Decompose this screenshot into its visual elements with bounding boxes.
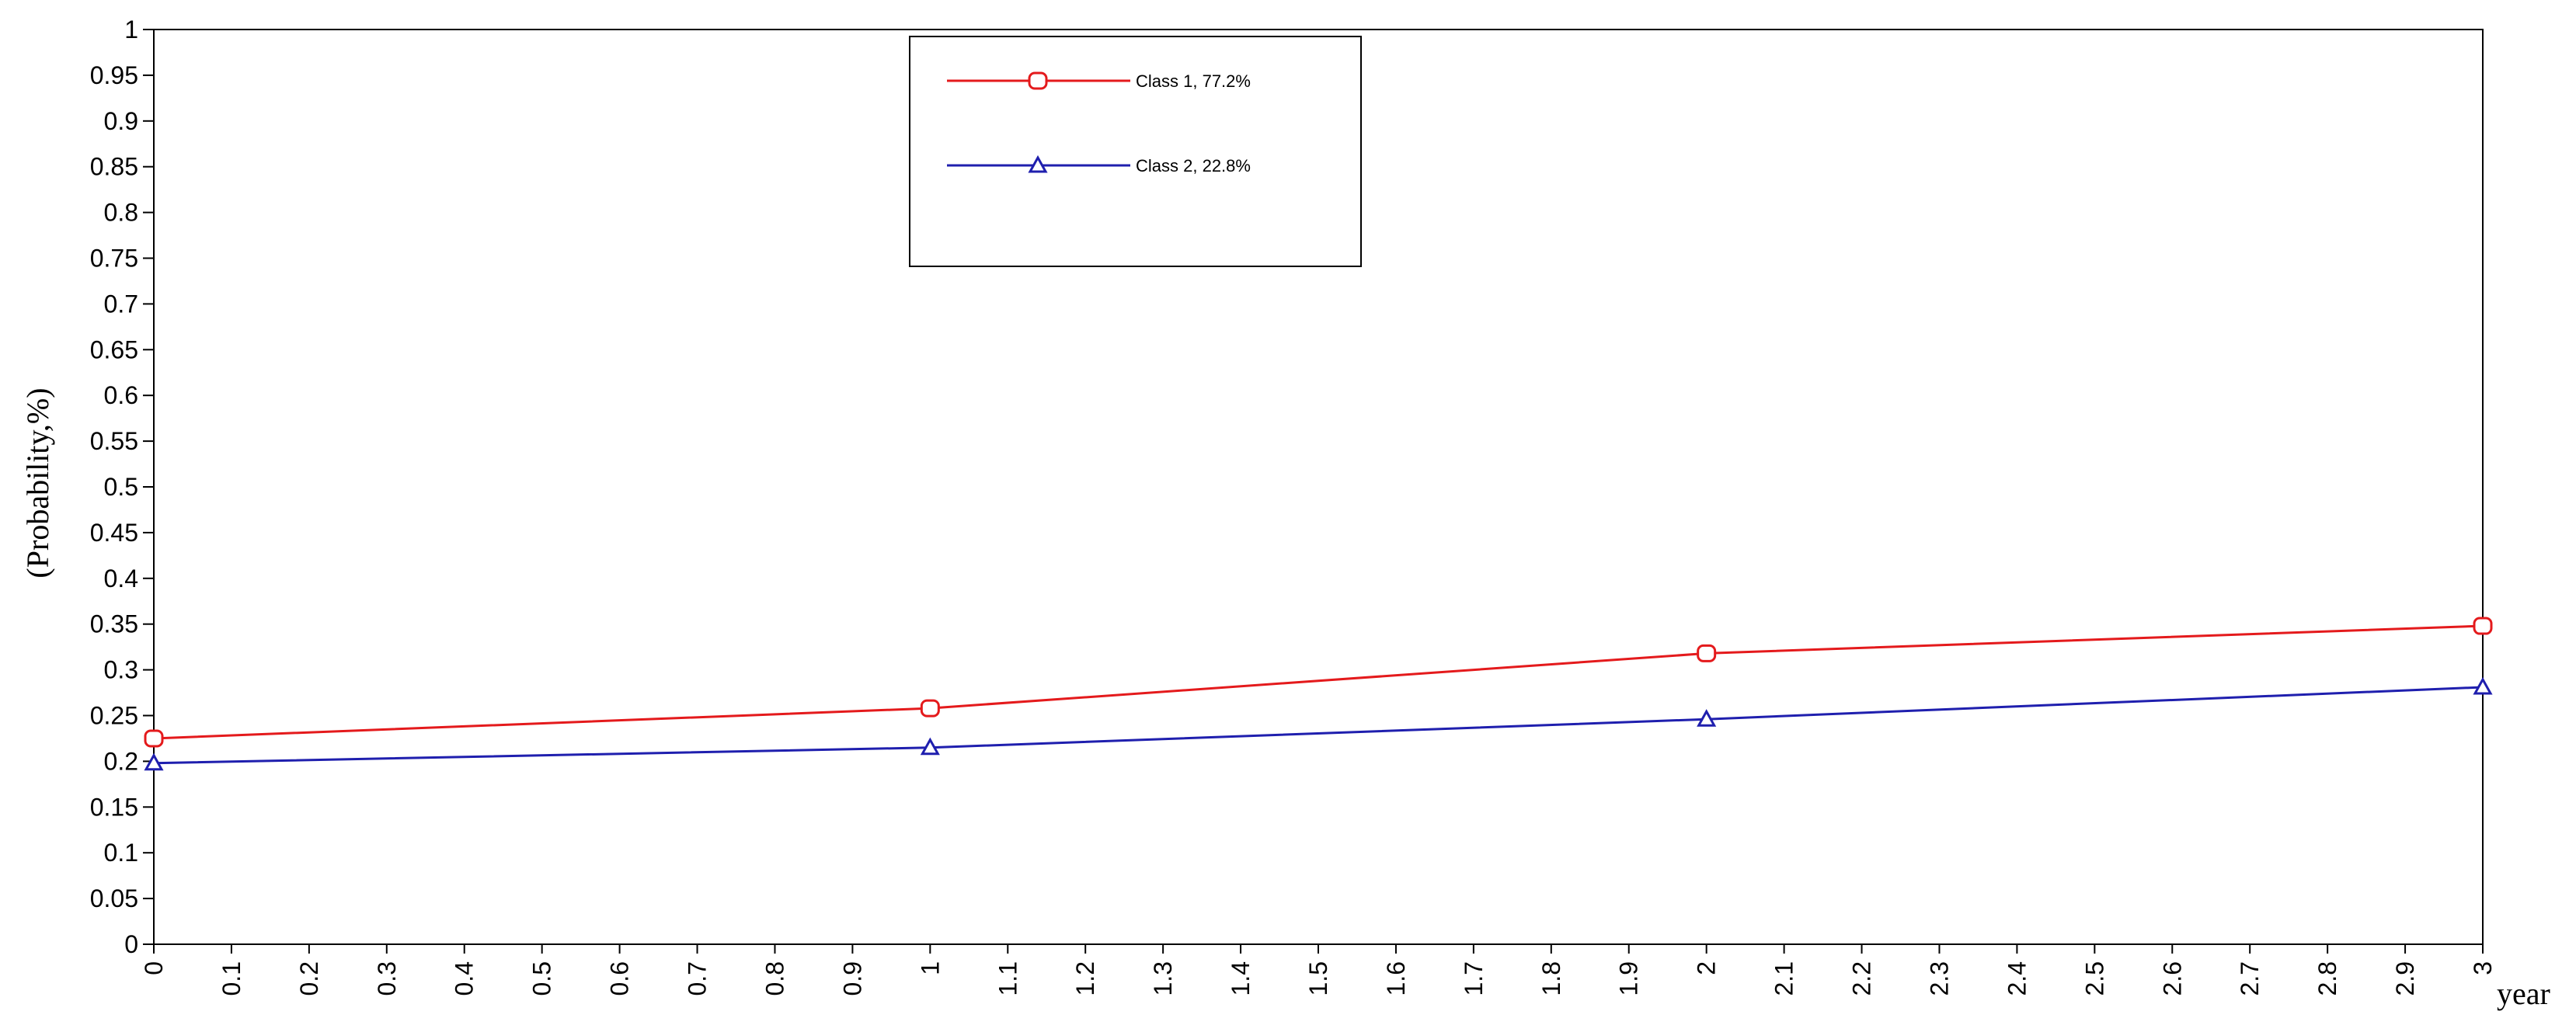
data-point-marker: [1697, 709, 1717, 727]
x-tick-label: 1.6: [1382, 961, 1410, 996]
y-tick-label: 0.25: [90, 702, 138, 730]
y-tick-label: 0.65: [90, 335, 138, 363]
x-tick-label: 0: [140, 961, 168, 975]
x-tick-label: 1.7: [1460, 961, 1488, 996]
series-layer: [144, 617, 2493, 771]
x-axis: 0 0.1 0.2 0.3 0.4 0.5 0.6 0.7 0.8 0.9 1 1.1 1.2 1.3 1.…: [140, 944, 2497, 996]
x-tick-label: 0.7: [684, 961, 712, 996]
x-tick-label: 2.4: [2003, 961, 2031, 996]
y-tick-label: 0: [124, 930, 138, 958]
y-tick-label: 0.35: [90, 610, 138, 638]
y-tick-label: 0.15: [90, 793, 138, 821]
y-tick-label: 0.2: [104, 747, 138, 775]
x-tick-label: 1.4: [1227, 961, 1255, 996]
y-axis-title: (Probability,%): [20, 387, 55, 578]
y-tick-label: 0.8: [104, 199, 138, 227]
data-point-marker: [1028, 155, 1048, 173]
y-tick-label: 0.6: [104, 381, 138, 409]
data-point-marker: [144, 729, 164, 748]
legend-label: Class 1, 77.2%: [1136, 71, 1251, 91]
x-tick-label: 2.6: [2158, 961, 2186, 996]
legend-item: Class 2, 22.8%: [947, 155, 1251, 175]
y-tick-label: 0.85: [90, 153, 138, 181]
legend-item: Class 1, 77.2%: [947, 71, 1251, 91]
y-tick-label: 0.3: [104, 656, 138, 684]
x-tick-label: 2.3: [1925, 961, 1953, 996]
x-tick-label: 3: [2469, 961, 2497, 975]
x-tick-label: 2.8: [2313, 961, 2341, 996]
y-tick-label: 0.95: [90, 61, 138, 89]
x-tick-label: 2.9: [2391, 961, 2419, 996]
x-tick-label: 0.9: [838, 961, 866, 996]
y-tick-label: 1: [124, 16, 138, 43]
x-tick-label: 1.3: [1149, 961, 1177, 996]
data-point-marker: [1028, 71, 1048, 90]
x-tick-label: 2.5: [2080, 961, 2108, 996]
x-tick-label: 2.1: [1770, 961, 1798, 996]
x-tick-label: 0.5: [528, 961, 556, 996]
y-tick-label: 0.4: [104, 565, 138, 592]
x-tick-label: 2: [1693, 961, 1721, 975]
x-tick-label: 2.7: [2236, 961, 2264, 996]
x-tick-label: 0.2: [295, 961, 323, 996]
x-tick-label: 0.3: [373, 961, 401, 996]
x-tick-label: 1: [916, 961, 944, 975]
legend-box: [909, 36, 1362, 267]
y-tick-label: 0.05: [90, 884, 138, 912]
x-tick-label: 2.2: [1848, 961, 1876, 996]
y-tick-label: 0.75: [90, 245, 138, 273]
x-tick-label: 1.8: [1537, 961, 1565, 996]
data-point-marker: [920, 737, 940, 756]
x-tick-label: 0.8: [761, 961, 788, 996]
x-tick-label: 1.9: [1615, 961, 1643, 996]
x-tick-label: 0.1: [218, 961, 245, 996]
x-tick-label: 1.5: [1304, 961, 1332, 996]
data-point-marker: [1697, 644, 1717, 662]
y-tick-label: 0.55: [90, 427, 138, 455]
legend-label: Class 2, 22.8%: [1136, 156, 1251, 175]
y-tick-label: 0.9: [104, 107, 138, 135]
x-tick-label: 1.1: [994, 961, 1022, 996]
x-tick-label: 0.4: [451, 961, 479, 996]
data-point-marker: [144, 752, 164, 771]
data-point-marker: [2473, 617, 2493, 635]
x-tick-label: 1.2: [1071, 961, 1099, 996]
y-tick-label: 0.5: [104, 473, 138, 501]
series-line: [153, 624, 2484, 740]
series-2: [144, 676, 2493, 771]
x-tick-label: 0.6: [606, 961, 634, 996]
series-1: [144, 617, 2493, 748]
series-line: [153, 686, 2484, 765]
legend: Class 1, 77.2% Class 2, 22.8%: [909, 36, 1362, 267]
data-point-marker: [2473, 676, 2493, 695]
y-axis: 0 0.05 0.1 0.15 0.2 0.25 0.3 0.35 0.4 0.45 0.5 0.55…: [90, 16, 154, 958]
data-point-marker: [920, 699, 940, 718]
y-tick-label: 0.7: [104, 290, 138, 318]
x-axis-title: year: [2497, 976, 2550, 1011]
y-tick-label: 0.1: [104, 839, 138, 867]
y-tick-label: 0.45: [90, 519, 138, 547]
